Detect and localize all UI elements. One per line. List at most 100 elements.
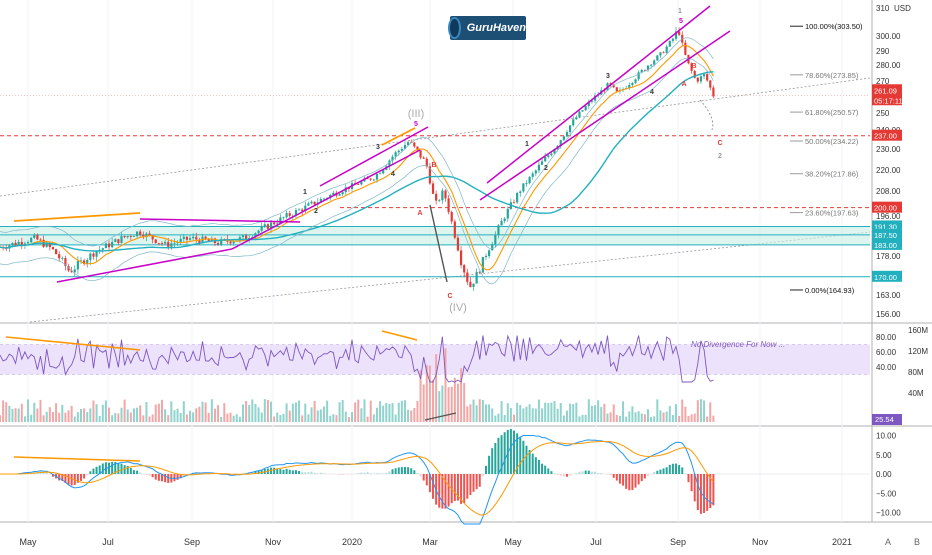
macd-histogram-bar (588, 471, 590, 474)
wave-label: 2 (314, 208, 318, 215)
candle-body (379, 173, 381, 174)
volume-bar (117, 413, 119, 422)
candle-body (192, 237, 194, 238)
macd-histogram-bar (610, 474, 612, 475)
macd-histogram-bar (463, 474, 465, 503)
volume-bar (709, 402, 711, 422)
volume-bar (282, 414, 284, 422)
candle-body (413, 142, 415, 146)
macd-histogram-bar (376, 473, 378, 474)
candle-body (36, 235, 38, 240)
volume-bar (625, 417, 627, 422)
volume-bar (177, 409, 179, 422)
volume-bar (448, 387, 450, 422)
volume-bar (96, 404, 98, 422)
volume-bar (469, 404, 471, 422)
macd-histogram-bar (92, 469, 94, 474)
volume-bar (273, 416, 275, 422)
wave-label: C (717, 140, 722, 147)
volume-bar (267, 400, 269, 422)
volume-bar (155, 405, 157, 422)
volume-bar (323, 407, 325, 422)
volume-bar (192, 412, 194, 422)
rsi-tick: 40.00 (876, 363, 897, 372)
candle-body (342, 192, 344, 194)
macd-histogram-bar (625, 474, 627, 489)
candle-body (650, 65, 652, 66)
volume-bar (451, 387, 453, 422)
candle-body (697, 78, 699, 82)
macd-histogram-bar (525, 446, 527, 474)
volume-bar (214, 409, 216, 422)
macd-histogram-bar (687, 474, 689, 482)
volume-bar (317, 410, 319, 422)
candle-body (519, 191, 521, 193)
volume-bar (245, 401, 247, 422)
volume-bar (180, 413, 182, 422)
volume-bar (635, 412, 637, 422)
volume-bar (582, 415, 584, 422)
macd-histogram-bar (124, 465, 126, 474)
macd-histogram-bar (619, 474, 621, 484)
rsi-tick: 80.00 (876, 333, 897, 342)
volume-bar (130, 413, 132, 422)
volume-bar (603, 404, 605, 422)
volume-bar (529, 404, 531, 422)
macd-histogram-bar (289, 470, 291, 474)
price-tag: 183.00 (874, 241, 897, 250)
volume-bar (226, 414, 228, 422)
volume-bar (656, 399, 658, 422)
candle-body (528, 177, 530, 183)
volume-bar (170, 401, 172, 422)
volume-bar (669, 406, 671, 422)
macd-histogram-bar (644, 474, 646, 479)
volume-bar (516, 403, 518, 422)
macd-histogram-bar (550, 471, 552, 474)
x-tick-label: 2021 (832, 537, 852, 547)
y-tick-label: 208.00 (876, 187, 901, 196)
macd-histogram-bar (360, 473, 362, 474)
volume-bar (311, 407, 313, 422)
macd-histogram-bar (111, 462, 113, 474)
volume-bar (691, 414, 693, 422)
macd-histogram-bar (279, 469, 281, 474)
y-tick-label: 230.00 (876, 145, 901, 154)
volume-bar (233, 416, 235, 422)
volume-bar (663, 413, 665, 422)
wave-label: 5 (679, 18, 683, 25)
candle-body (229, 242, 231, 244)
candle-body (544, 157, 546, 161)
volume-bar (423, 384, 425, 422)
candle-body (426, 159, 428, 167)
volume-bar (538, 400, 540, 422)
macd-histogram-bar (388, 471, 390, 474)
macd-histogram-bar (407, 467, 409, 474)
volume-bar (485, 404, 487, 422)
volume-bar (186, 414, 188, 422)
candle-body (432, 183, 434, 193)
volume-bar (276, 413, 278, 422)
volume-bar (410, 410, 412, 422)
macd-histogram-bar (304, 472, 306, 474)
candle-body (448, 198, 450, 212)
macd-histogram-bar (379, 473, 381, 474)
candle-body (273, 223, 275, 225)
wave-label: 4 (650, 89, 654, 96)
volume-bar (248, 405, 250, 422)
macd-histogram-bar (83, 474, 85, 479)
candle-body (513, 202, 515, 203)
y-tick-label: 250 (876, 109, 890, 118)
volume-bar (139, 405, 141, 422)
volume-bar (681, 400, 683, 422)
volume-bar (379, 401, 381, 422)
candle-body (435, 194, 437, 201)
volume-bar (488, 404, 490, 422)
volume-bar (49, 407, 51, 422)
volume-bar (712, 416, 714, 422)
volume-bar (289, 411, 291, 422)
candle-body (535, 170, 537, 173)
candle-body (102, 248, 104, 250)
volume-bar (363, 399, 365, 422)
volume-bar (111, 415, 113, 422)
